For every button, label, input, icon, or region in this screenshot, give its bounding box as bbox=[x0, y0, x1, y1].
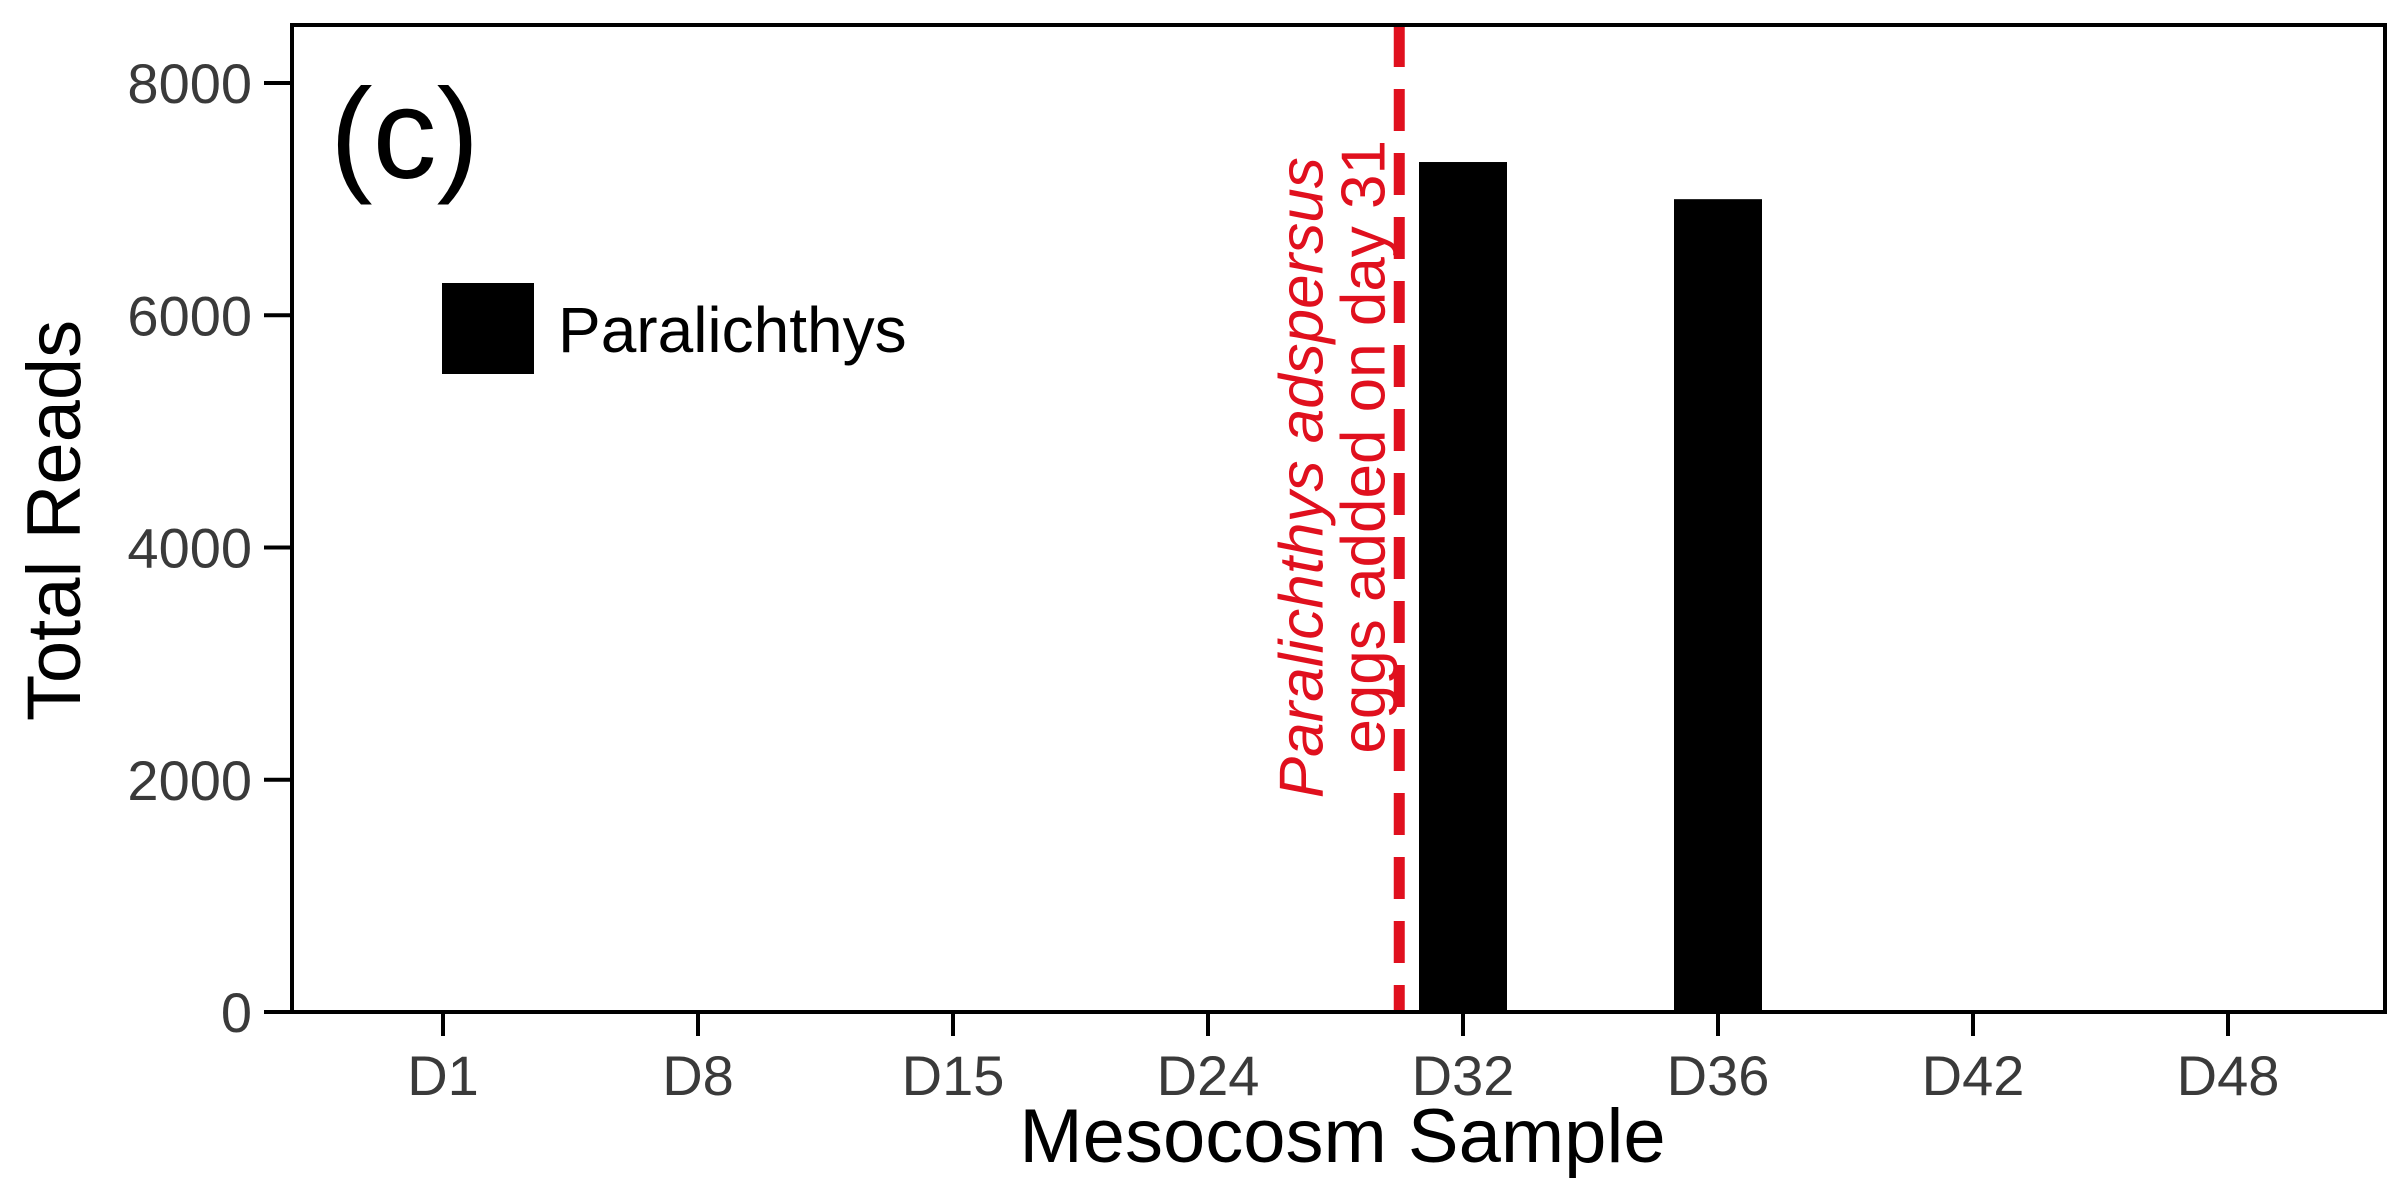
y-tick-label: 2000 bbox=[127, 749, 252, 812]
x-tick-label: D36 bbox=[1667, 1044, 1770, 1107]
bar bbox=[1419, 162, 1507, 1013]
x-tick-label: D15 bbox=[902, 1044, 1005, 1107]
legend-label: Paralichthys bbox=[558, 294, 907, 366]
x-tick-label: D1 bbox=[407, 1044, 479, 1107]
y-tick-label: 8000 bbox=[127, 52, 252, 115]
bar-series bbox=[1419, 162, 1762, 1013]
panel-label: (c) bbox=[330, 63, 479, 206]
x-axis-title: Mesocosm Sample bbox=[1019, 1094, 1665, 1179]
y-axis-title: Total Reads bbox=[12, 320, 97, 721]
y-axis: 0 2000 4000 6000 8000 bbox=[127, 52, 292, 1044]
annotation-line-2: eggs added on day 31 bbox=[1329, 140, 1398, 754]
x-axis: D1 D8 D15 D24 D32 D36 D42 D48 bbox=[407, 1012, 2279, 1107]
plot-frame bbox=[290, 23, 2387, 1014]
legend: Paralichthys bbox=[442, 283, 907, 374]
y-tick-label: 4000 bbox=[127, 517, 252, 580]
x-tick-label: D32 bbox=[1412, 1044, 1515, 1107]
legend-swatch bbox=[442, 283, 534, 374]
x-tick-label: D24 bbox=[1157, 1044, 1260, 1107]
y-tick-label: 0 bbox=[221, 981, 252, 1044]
x-tick-label: D42 bbox=[1922, 1044, 2025, 1107]
bar bbox=[1674, 199, 1762, 1013]
annotation-line-1: Paralichthys adspersus bbox=[1267, 157, 1336, 798]
annotation-text: Paralichthys adspersus eggs added on day… bbox=[1267, 140, 1398, 798]
y-tick-label: 6000 bbox=[127, 284, 252, 347]
x-tick-label: D48 bbox=[2177, 1044, 2280, 1107]
x-tick-label: D8 bbox=[662, 1044, 734, 1107]
